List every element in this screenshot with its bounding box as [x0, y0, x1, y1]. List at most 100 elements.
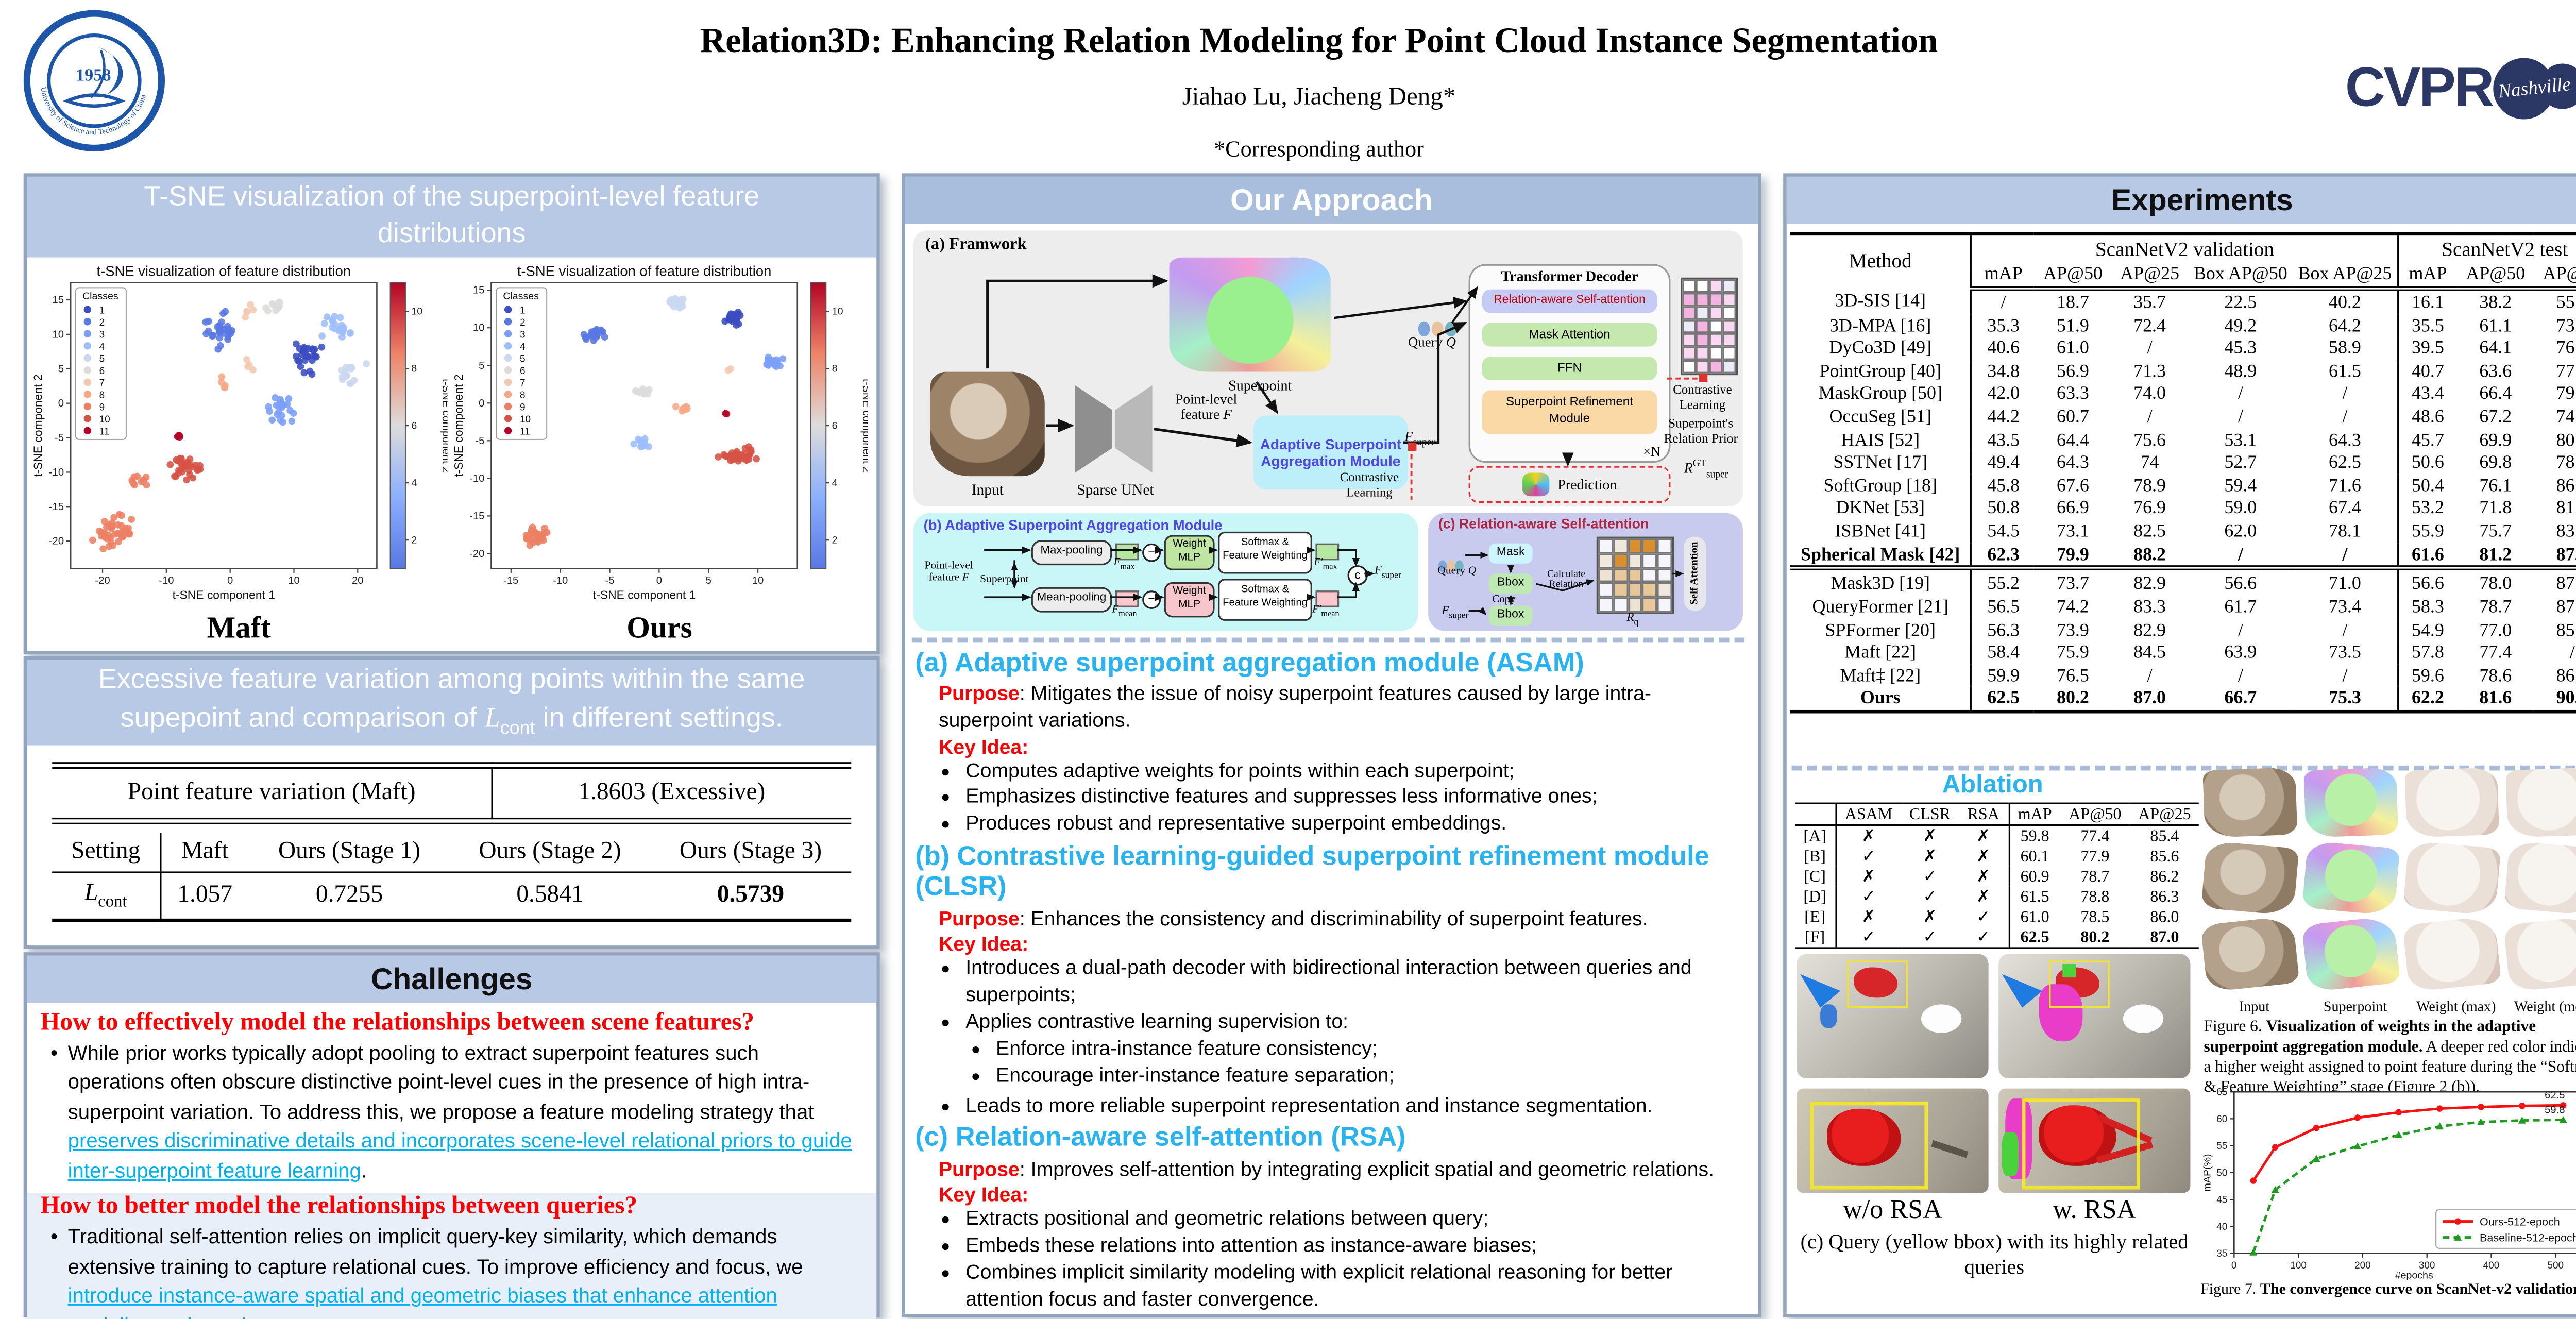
matrix-cell [1722, 279, 1736, 293]
svg-text:#epochs: #epochs [2395, 1270, 2433, 1280]
matrix-cell [1709, 346, 1723, 360]
svg-text:60: 60 [2216, 1114, 2227, 1125]
srm-box: Superpoint Refinement Module [1482, 390, 1657, 434]
value-cell: 49.4 [1971, 451, 2035, 475]
value-cell: 77.8 [2556, 361, 2576, 382]
value-cell: 55.8 [2556, 293, 2576, 313]
cross-cell: ✗ [1835, 825, 1901, 847]
cross-cell: ✗ [1835, 866, 1901, 887]
rsa-diagram: (c) Relation-aware Self-attention Query … [1428, 513, 1743, 631]
table-header-row: Setting Maft Ours (Stage 1) Ours (Stage 2) O… [52, 832, 851, 873]
column-header: Maft [159, 832, 249, 873]
svg-text:t-SNE visualization of feature: t-SNE visualization of feature distribut… [517, 263, 772, 279]
value-cell: 86.0 [2150, 907, 2179, 926]
value-cell: 74.2 [2556, 407, 2576, 428]
value-cell: 45.8 [1971, 474, 2035, 498]
tsne-panel: T-SNE visualization of the superpoint-le… [23, 173, 880, 655]
table-row: ISBNet [41] 54.5 73.1 82.5 62.0 78.1 55.9 75.7 8… [1790, 520, 2576, 543]
column-header: Box AP@25 [2293, 263, 2398, 292]
key-idea-list: Extracts positional and geometric relati… [965, 1207, 1743, 1314]
value-cell: 43.4 [2397, 383, 2458, 406]
framework-diagram: (a) Framwork Input Sparse UNet Point-lev… [913, 230, 1743, 506]
matrix-cell [1722, 346, 1736, 360]
matrix-cell [1696, 360, 1709, 374]
approach-header: Our Approach [905, 176, 1758, 224]
value-cell: 76.9 [2133, 498, 2166, 519]
row-label: [B] [1804, 847, 1826, 866]
table-row: 3D-MPA [16] 35.3 51.9 72.4 49.2 64.2 35.5 61.1 7… [1790, 314, 2576, 337]
matrix-cell [1709, 319, 1723, 333]
svg-text:10: 10 [288, 575, 300, 586]
fpmax-label: F′max [1314, 556, 1337, 573]
matrix-cell [1682, 333, 1696, 347]
value-cell: 73.7 [2556, 315, 2576, 336]
matrix-cell [1642, 538, 1657, 553]
value-cell: 87.5 [2556, 544, 2576, 565]
check-cell: ✓ [1923, 887, 1937, 906]
table-row: QueryFormer [21] 56.5 74.2 83.3 61.7 73.4 58.3… [1790, 596, 2576, 619]
figure6-thumbnail [2201, 840, 2299, 916]
rq-matrix [1596, 536, 1674, 614]
svg-text:Classes: Classes [503, 291, 539, 302]
column-header: AP@25 [2534, 263, 2576, 292]
value-cell: 42.0 [1971, 383, 2035, 406]
svg-text:59.8: 59.8 [2545, 1104, 2565, 1115]
matrix-cell [1598, 568, 1613, 583]
row-label: [D] [1803, 887, 1826, 906]
svg-text:100: 100 [2290, 1260, 2307, 1271]
value-cell: 59.4 [2224, 476, 2257, 496]
value-cell: 56.6 [2397, 566, 2458, 596]
challenges-panel: Challenges How to effectively model the … [23, 952, 880, 1319]
svg-text:Baseline-512-epoch: Baseline-512-epoch [2480, 1231, 2576, 1244]
value-cell: 77.4 [2080, 826, 2110, 845]
table-row: [E] ✗ ✗ ✓ 61.0 78.5 86.0 [1795, 907, 2199, 927]
key-idea-item: Applies contrastive learning supervision… [965, 1009, 1743, 1036]
unet-right-shape [1115, 385, 1153, 473]
query-label: Query Q [1408, 334, 1456, 350]
scene-left-arrow-icon [1800, 974, 1841, 1008]
svg-text:t-SNE component 2: t-SNE component 2 [440, 379, 448, 472]
key-idea-subitem: Enforce intra-instance feature consisten… [996, 1036, 1743, 1063]
unet-left-shape [1075, 385, 1112, 473]
matrix-cell [1642, 568, 1657, 583]
method-cell: SPFormer [20] [1825, 620, 1936, 640]
column-header: RSA [1959, 803, 2009, 826]
value-cell: 71.8 [2479, 498, 2512, 519]
figure6-column-label: Weight (mean) [2514, 997, 2576, 1014]
matrix-cell [1657, 553, 1672, 568]
svg-text:9: 9 [520, 402, 526, 413]
rsa-query-dots-icon [1438, 550, 1464, 581]
key-idea-item: Leads to more reliable superpoint repres… [965, 1093, 1743, 1120]
purpose-label: Purpose [939, 682, 1020, 706]
value-cell: 59.0 [2224, 498, 2257, 519]
svg-text:6: 6 [520, 366, 526, 377]
rsa-mask-box: Mask [1488, 543, 1533, 564]
value-cell: 35.3 [1971, 314, 2035, 337]
approach-purpose: Purpose: Enhances the consistency and di… [939, 906, 1648, 931]
table-row: Lcont 1.057 0.7255 0.5841 0.5739 [53, 871, 851, 920]
svg-text:t-SNE component 2: t-SNE component 2 [452, 374, 465, 477]
value-cell: 69.8 [2479, 452, 2512, 474]
row-label: [E] [1804, 907, 1826, 926]
self-attention-bar: Self Attention [1684, 536, 1706, 611]
value-cell: / [2147, 666, 2153, 686]
value-cell: 59.6 [2397, 664, 2458, 687]
value-cell: 56.3 [1971, 618, 2035, 642]
contrastive-learning-label-2: Contrastive Learning [1340, 469, 1399, 500]
value-cell: 48.9 [2224, 361, 2257, 382]
approach-section-title: (c) Relation-aware self-attention (RSA) [915, 1124, 1406, 1154]
matrix-cell [1696, 319, 1709, 333]
svg-text:10: 10 [473, 323, 485, 334]
sparse-unet-label: Sparse UNet [1077, 481, 1154, 498]
asam-point-feature-label: Point-level feature F [924, 560, 973, 584]
challenge-link: preserves discriminative details and inc… [67, 1129, 852, 1182]
value-cell: 64.1 [2479, 338, 2512, 359]
cvpr-guitar-icon: Nashville JUNE 11-15, 2025 [2493, 58, 2576, 120]
figure6-thumbnail [2303, 767, 2399, 838]
challenge-bullet: • Traditional self-attention relies on im… [50, 1224, 860, 1319]
ustc-logo-icon: 1958 University of Science and Technolog… [23, 10, 165, 151]
tsne-plot-ours: t-SNE visualization of feature distribut… [452, 263, 868, 602]
value-cell: 62.3 [1971, 543, 2035, 569]
